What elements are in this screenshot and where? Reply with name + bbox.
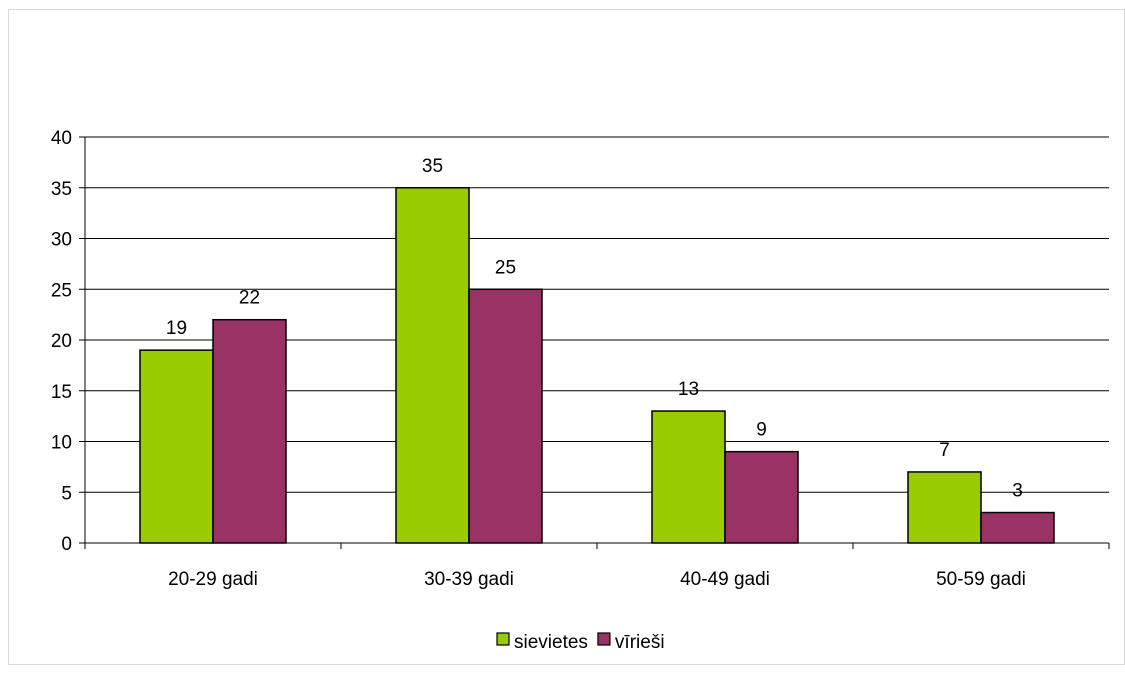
data-label: 25 [495,257,516,278]
y-tick-label: 30 [51,230,72,251]
data-label: 19 [166,318,187,339]
data-label: 7 [939,440,950,461]
bars [139,187,1055,544]
data-label: 9 [756,420,767,441]
x-category-label: 40-49 gadi [680,569,770,590]
y-tick-label: 35 [51,179,72,200]
y-tick-label: 25 [51,280,72,301]
legend-label: sievietes [514,632,588,653]
x-category-label: 30-39 gadi [424,569,514,590]
bar-vīrieši-50-59-gadi [980,511,1055,544]
data-label: 35 [422,156,443,177]
bar-sievietes-20-29-gadi [139,349,214,544]
y-tick-label: 20 [51,331,72,352]
chart-frame [8,9,1125,665]
legend-label: vīrieši [615,632,665,653]
legend-swatch-sievietes [496,632,510,646]
y-tick-label: 5 [61,483,72,504]
legend: sievietes vīrieši [496,632,665,653]
bar-sievietes-30-39-gadi [395,187,470,544]
bar-vīrieši-20-29-gadi [212,318,287,544]
y-tick-label: 10 [51,433,72,454]
bar-vīrieši-40-49-gadi [724,450,799,544]
legend-swatch-vīrieši [597,632,611,646]
data-label: 22 [239,288,260,309]
y-tick-label: 15 [51,382,72,403]
data-label: 13 [678,379,699,400]
x-category-label: 50-59 gadi [936,569,1026,590]
data-label: 3 [1012,481,1023,502]
x-category-label: 20-29 gadi [168,569,258,590]
bar-sievietes-40-49-gadi [651,410,726,544]
axes: 0 5 10 15 20 25 30 35 40 20-29 gadi 30-39 gadi 40-4… [51,128,1110,590]
bar-sievietes-50-59-gadi [907,471,982,544]
bar-vīrieši-30-39-gadi [468,288,543,544]
y-tick-label: 40 [51,128,72,149]
y-tick-label: 0 [61,534,72,555]
data-labels: 19 22 35 25 13 9 7 3 [166,156,1023,502]
